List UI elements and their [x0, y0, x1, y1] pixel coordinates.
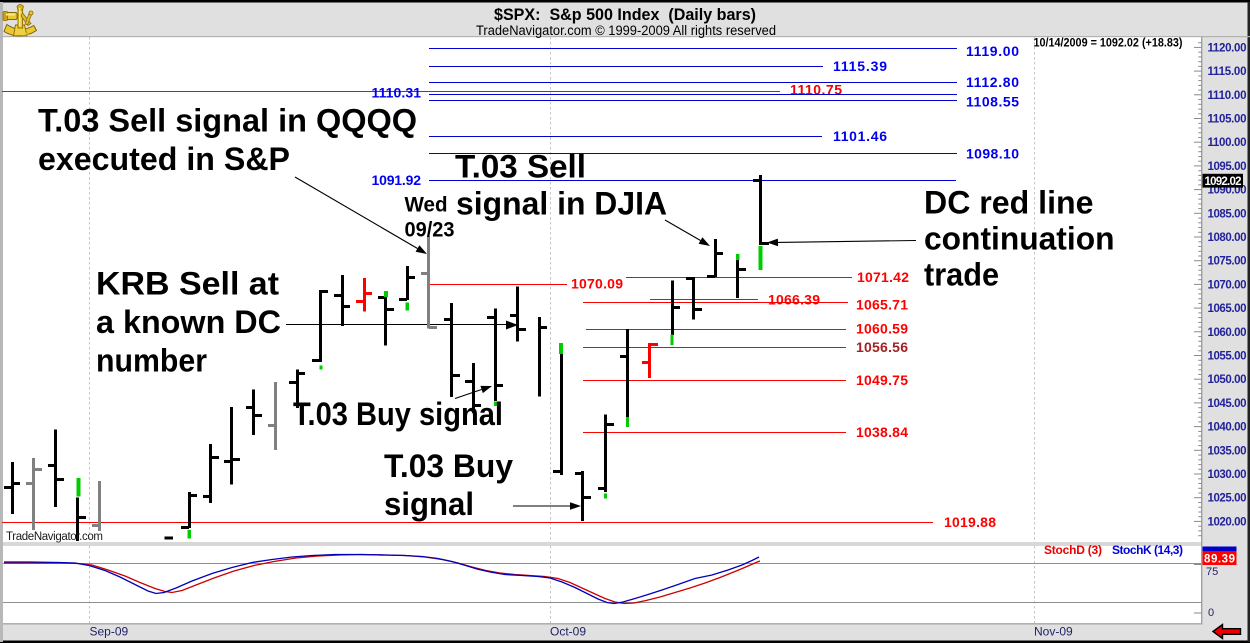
- svg-text:signal in DJIA: signal in DJIA: [456, 186, 667, 222]
- svg-text:1119.00: 1119.00: [966, 43, 1019, 59]
- svg-text:1100.00: 1100.00: [1208, 137, 1247, 149]
- svg-text:DC red line: DC red line: [924, 185, 1094, 221]
- svg-text:number: number: [96, 343, 207, 379]
- svg-text:1019.88: 1019.88: [944, 514, 996, 530]
- svg-text:1108.55: 1108.55: [966, 93, 1019, 109]
- svg-text:1091.92: 1091.92: [372, 172, 422, 188]
- svg-text:Oct-09: Oct-09: [550, 625, 586, 639]
- svg-text:1112.80: 1112.80: [966, 74, 1019, 90]
- svg-text:T.03 Buy: T.03 Buy: [384, 448, 513, 484]
- svg-text:KRB Sell at: KRB Sell at: [96, 266, 279, 302]
- svg-text:TradeNavigator.com © 1999-2009: TradeNavigator.com © 1999-2009 All right…: [476, 23, 776, 38]
- svg-text:StochK (14,3): StochK (14,3): [1112, 543, 1183, 557]
- svg-text:1055.00: 1055.00: [1208, 351, 1247, 363]
- svg-text:1050.00: 1050.00: [1208, 374, 1247, 386]
- svg-text:1040.00: 1040.00: [1208, 422, 1247, 434]
- svg-text:1110.31: 1110.31: [372, 85, 422, 101]
- svg-text:89.39: 89.39: [1204, 554, 1235, 566]
- svg-text:T.03 Buy signal: T.03 Buy signal: [293, 396, 503, 432]
- svg-text:1065.00: 1065.00: [1208, 303, 1247, 315]
- svg-text:1105.00: 1105.00: [1208, 114, 1247, 126]
- svg-text:10/14/2009 = 1092.02 (+18.83): 10/14/2009 = 1092.02 (+18.83): [1034, 36, 1183, 50]
- svg-text:a known DC: a known DC: [96, 304, 281, 340]
- svg-text:0: 0: [1208, 607, 1214, 619]
- svg-text:TradeNavigator.com: TradeNavigator.com: [6, 531, 103, 543]
- svg-text:1095.00: 1095.00: [1208, 161, 1247, 173]
- svg-text:signal: signal: [384, 486, 474, 522]
- svg-text:Sep-09: Sep-09: [90, 625, 129, 639]
- svg-text:1110.75: 1110.75: [790, 82, 842, 98]
- svg-text:1020.00: 1020.00: [1208, 516, 1247, 528]
- svg-text:1092.02: 1092.02: [1205, 176, 1242, 188]
- svg-text:StochD (3): StochD (3): [1044, 543, 1102, 557]
- svg-text:1070.09: 1070.09: [571, 276, 623, 292]
- svg-text:1115.39: 1115.39: [833, 58, 887, 74]
- svg-text:1115.00: 1115.00: [1208, 66, 1247, 78]
- svg-text:T.03 Sell: T.03 Sell: [455, 149, 586, 185]
- svg-text:1056.56: 1056.56: [856, 339, 908, 355]
- svg-text:1030.00: 1030.00: [1208, 469, 1247, 481]
- svg-text:1035.00: 1035.00: [1208, 445, 1247, 457]
- svg-text:trade: trade: [924, 257, 999, 293]
- svg-text:1071.42: 1071.42: [857, 269, 909, 285]
- svg-text:1060.00: 1060.00: [1208, 327, 1247, 339]
- svg-text:75: 75: [1206, 566, 1218, 578]
- svg-text:1098.10: 1098.10: [966, 145, 1019, 161]
- svg-text:1045.00: 1045.00: [1208, 398, 1247, 410]
- svg-text:Wed: Wed: [405, 194, 448, 217]
- svg-text:1070.00: 1070.00: [1208, 279, 1247, 291]
- svg-text:1060.59: 1060.59: [856, 321, 908, 337]
- svg-text:1085.00: 1085.00: [1208, 208, 1247, 220]
- svg-text:1080.00: 1080.00: [1208, 232, 1247, 244]
- svg-text:1025.00: 1025.00: [1208, 493, 1247, 505]
- svg-text:1066.39: 1066.39: [768, 291, 820, 307]
- svg-text:T.03 Sell signal in QQQQ: T.03 Sell signal in QQQQ: [38, 103, 417, 139]
- svg-text:executed in S&P: executed in S&P: [38, 141, 290, 177]
- svg-text:09/23: 09/23: [405, 219, 455, 242]
- svg-text:1075.00: 1075.00: [1208, 256, 1247, 268]
- svg-text:$SPX: S&p 500 Index (Daily b: $SPX: S&p 500 Index (Daily bars): [494, 5, 756, 24]
- svg-text:1110.00: 1110.00: [1208, 90, 1247, 102]
- svg-text:1120.00: 1120.00: [1208, 42, 1247, 54]
- svg-text:Nov-09: Nov-09: [1034, 625, 1073, 639]
- svg-text:1049.75: 1049.75: [856, 372, 908, 388]
- svg-text:1038.84: 1038.84: [856, 424, 908, 440]
- svg-text:1065.71: 1065.71: [856, 297, 908, 313]
- svg-text:1101.46: 1101.46: [833, 128, 887, 144]
- svg-text:continuation: continuation: [924, 221, 1115, 257]
